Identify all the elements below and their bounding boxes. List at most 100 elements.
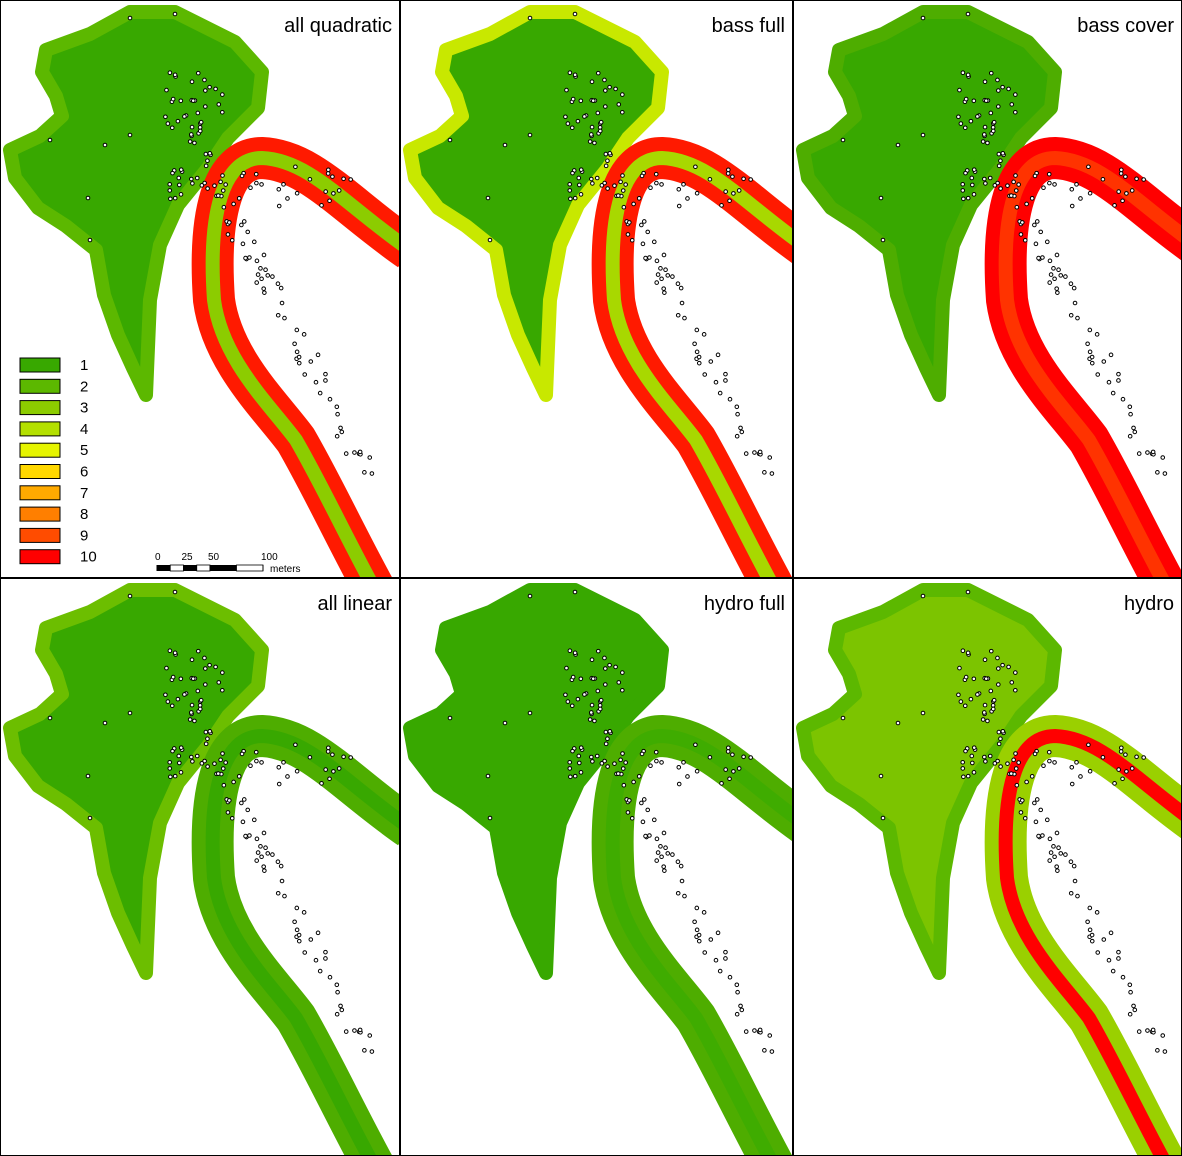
sample-point bbox=[171, 675, 175, 679]
sample-point bbox=[232, 780, 236, 784]
sample-point bbox=[528, 711, 532, 715]
sample-point bbox=[1014, 671, 1018, 675]
sample-point bbox=[128, 711, 132, 715]
sample-point bbox=[349, 756, 353, 760]
sample-point bbox=[335, 405, 339, 409]
sample-point bbox=[337, 189, 341, 193]
sample-point bbox=[686, 197, 690, 201]
sample-point bbox=[1069, 282, 1073, 286]
sample-point bbox=[999, 187, 1003, 191]
sample-point bbox=[724, 950, 728, 954]
sample-point bbox=[686, 775, 690, 779]
sample-point bbox=[569, 775, 573, 779]
sample-point bbox=[991, 129, 995, 133]
sample-point bbox=[724, 372, 728, 376]
map-panel: bass full bbox=[401, 1, 811, 591]
sample-point bbox=[1055, 865, 1059, 869]
sample-point bbox=[1101, 177, 1105, 181]
sample-point bbox=[642, 798, 646, 802]
sample-point bbox=[204, 730, 208, 734]
sample-point bbox=[282, 183, 286, 187]
sample-point bbox=[255, 759, 259, 763]
sample-point bbox=[221, 174, 225, 178]
sample-point bbox=[972, 193, 976, 197]
sample-point bbox=[1107, 958, 1111, 962]
sample-point bbox=[732, 192, 736, 196]
sample-point bbox=[646, 230, 650, 234]
sample-point bbox=[277, 188, 281, 192]
sample-point bbox=[966, 651, 970, 655]
sample-point bbox=[353, 451, 357, 455]
sample-point bbox=[221, 767, 225, 771]
sample-point bbox=[1033, 752, 1037, 756]
sample-point bbox=[240, 174, 244, 178]
sample-point bbox=[221, 671, 225, 675]
sample-point bbox=[254, 172, 258, 176]
sample-point bbox=[237, 197, 241, 201]
sample-point bbox=[724, 957, 728, 961]
sample-point bbox=[989, 689, 993, 693]
sample-point bbox=[997, 730, 1001, 734]
sample-point bbox=[598, 704, 602, 708]
sample-point bbox=[204, 683, 208, 687]
sample-point bbox=[1001, 729, 1005, 733]
sample-point bbox=[226, 233, 230, 237]
sample-point bbox=[1039, 230, 1043, 234]
sample-point bbox=[988, 754, 992, 758]
sample-point bbox=[204, 667, 208, 671]
sample-point bbox=[983, 755, 987, 759]
sample-point bbox=[604, 667, 608, 671]
sample-point bbox=[358, 450, 362, 454]
sample-point bbox=[103, 143, 107, 147]
sample-point bbox=[368, 1034, 372, 1038]
sample-point bbox=[593, 719, 597, 723]
sample-point bbox=[697, 361, 701, 365]
sample-point bbox=[198, 129, 202, 133]
sample-point bbox=[277, 766, 281, 770]
sample-point bbox=[255, 181, 259, 185]
sample-point bbox=[1056, 291, 1060, 295]
sample-point bbox=[1151, 1028, 1155, 1032]
sample-point bbox=[763, 471, 767, 475]
sample-point bbox=[1133, 1008, 1137, 1012]
sample-point bbox=[260, 761, 264, 765]
sample-point bbox=[578, 183, 582, 187]
sample-point bbox=[714, 380, 718, 384]
sample-point bbox=[604, 742, 608, 746]
sample-point bbox=[655, 181, 659, 185]
sample-point bbox=[164, 693, 168, 697]
sample-point bbox=[1048, 281, 1052, 285]
sample-point bbox=[640, 223, 644, 227]
sample-point bbox=[997, 683, 1001, 687]
sample-point bbox=[328, 777, 332, 781]
river-core bbox=[613, 158, 810, 590]
sample-point bbox=[571, 675, 575, 679]
sample-point bbox=[986, 141, 990, 145]
legend-swatch bbox=[20, 422, 60, 436]
sample-point bbox=[528, 16, 532, 20]
sample-point bbox=[1086, 342, 1090, 346]
sample-point bbox=[735, 1012, 739, 1016]
sample-point bbox=[1055, 287, 1059, 291]
sample-point bbox=[255, 859, 259, 863]
sample-point bbox=[655, 759, 659, 763]
sample-point bbox=[226, 811, 230, 815]
sample-point bbox=[744, 452, 748, 456]
sample-point bbox=[188, 718, 192, 722]
panel-title: bass cover bbox=[1077, 15, 1174, 37]
sample-point bbox=[1021, 799, 1025, 803]
sample-point bbox=[1125, 192, 1129, 196]
sample-point bbox=[1073, 879, 1077, 883]
map-panel: all linear bbox=[1, 579, 411, 1156]
sample-point bbox=[221, 93, 225, 97]
sample-point bbox=[1069, 313, 1073, 317]
sample-point bbox=[279, 864, 283, 868]
sample-point bbox=[742, 755, 746, 759]
sample-point bbox=[619, 758, 623, 762]
sample-point bbox=[841, 138, 845, 142]
sample-point bbox=[1146, 451, 1150, 455]
sample-point bbox=[573, 590, 577, 594]
sample-point bbox=[624, 761, 628, 765]
sample-point bbox=[1059, 274, 1063, 278]
sample-point bbox=[680, 879, 684, 883]
